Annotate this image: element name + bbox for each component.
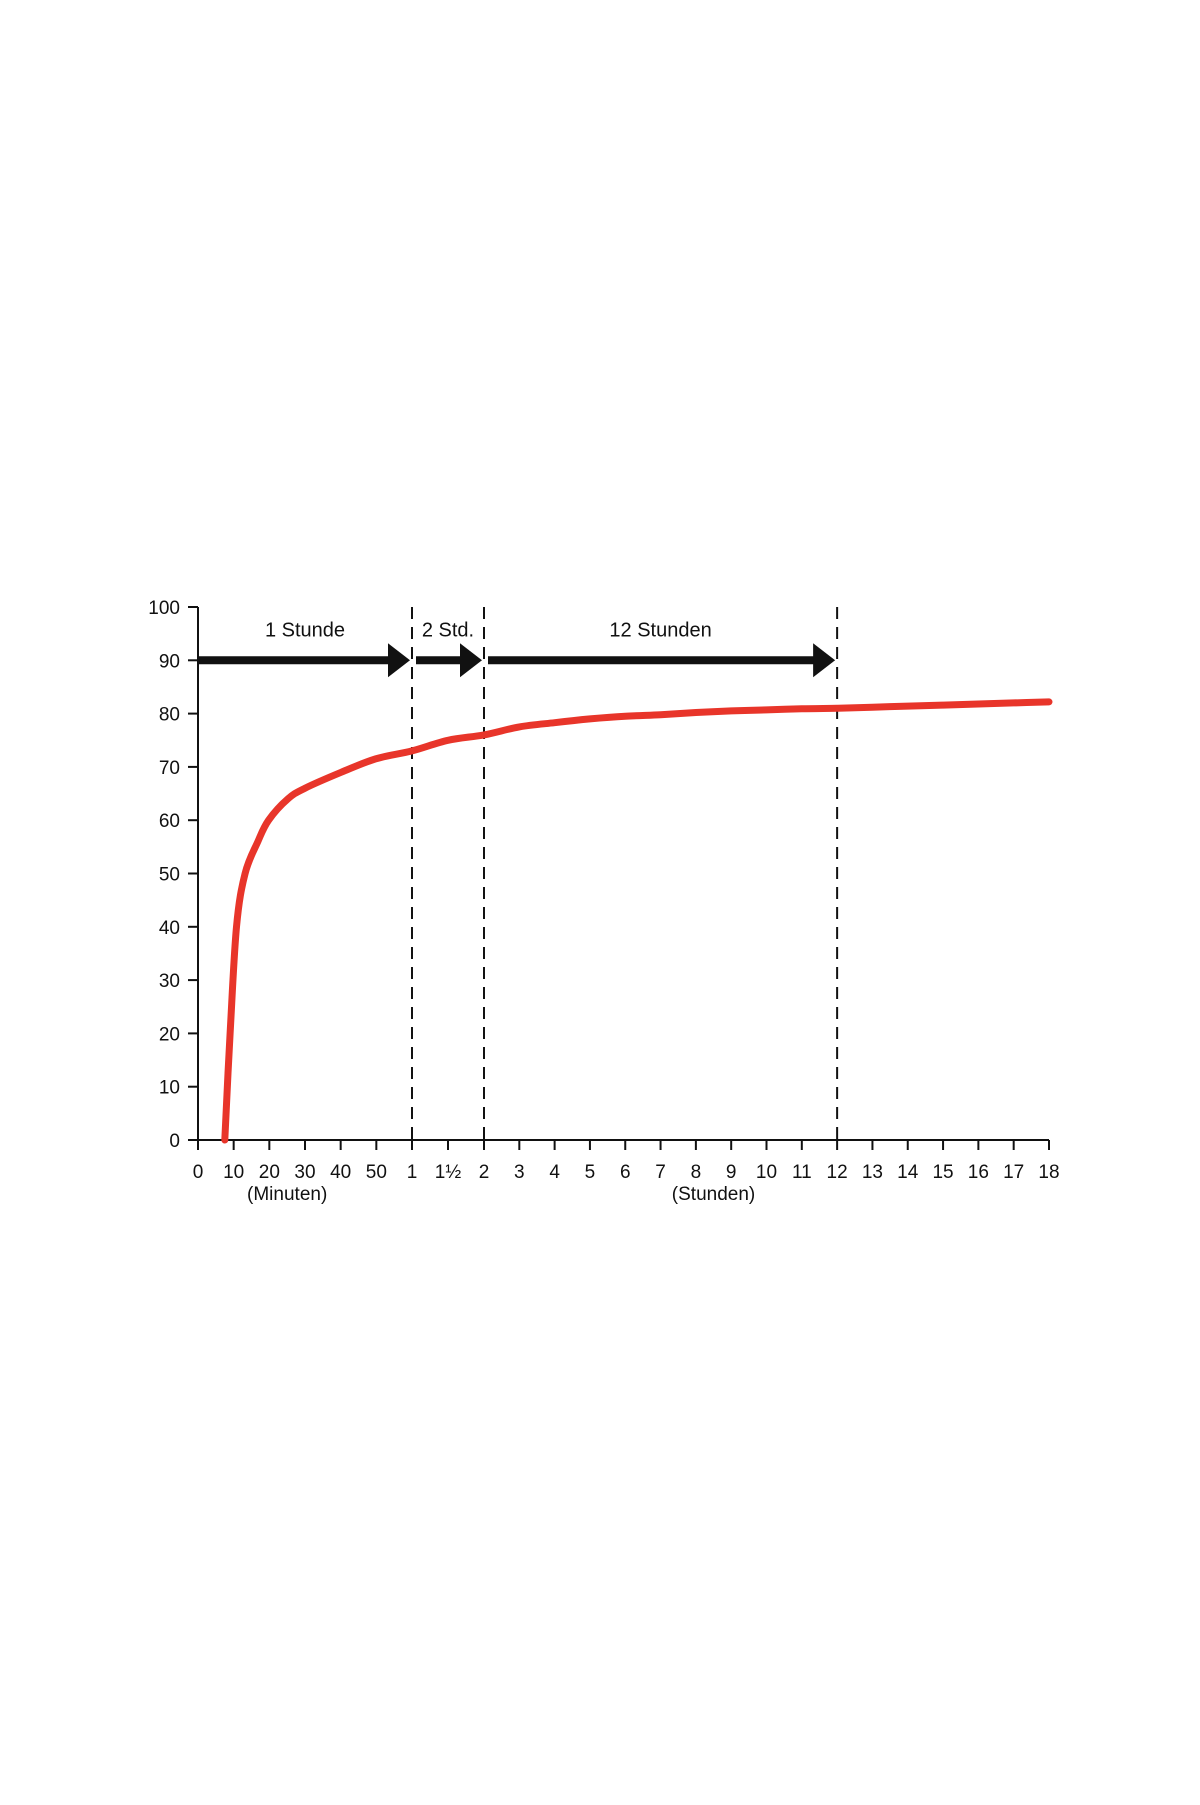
- x-tick-label-hours: 14: [897, 1162, 919, 1183]
- x-tick-label-hours: 12: [827, 1162, 848, 1183]
- y-tick-label: 60: [159, 811, 180, 832]
- y-tick-label: 20: [159, 1024, 180, 1045]
- y-tick-label: 50: [159, 865, 180, 886]
- segment-layer: 1 Stunde 2 Std. 12 Stunden: [198, 619, 836, 678]
- x-tick-label-hours: 7: [655, 1162, 666, 1183]
- y-tick-label: 90: [159, 651, 180, 672]
- x-tick-label-minutes: 20: [259, 1162, 280, 1183]
- series-line: [221, 698, 1053, 1144]
- divider-layer: [411, 607, 839, 1140]
- x-tick-label-hours: 4: [549, 1162, 560, 1183]
- x-tick-label-hours: 15: [932, 1162, 953, 1183]
- x-tick-label-hours: 6: [620, 1162, 631, 1183]
- y-tick-label: 70: [159, 758, 180, 779]
- x-axis-caption-hours: (Stunden): [672, 1184, 755, 1205]
- x-tick-label-hours: 2: [479, 1162, 490, 1183]
- x-tick-label-hours: 8: [691, 1162, 702, 1183]
- y-tick-label: 100: [148, 598, 180, 619]
- x-axis-caption-minutes: (Minuten): [247, 1184, 327, 1205]
- axes-layer: 0 10 20 30 40 50 60 70 80 90 100 0 10 20 30 40 50 1 1½ 2 3 4 5…: [148, 598, 1059, 1205]
- x-tick-label-hours: 5: [585, 1162, 596, 1183]
- x-tick-label-hours: 9: [726, 1162, 737, 1183]
- segment-arrowhead: [460, 643, 482, 678]
- x-tick-label-minutes: 30: [294, 1162, 315, 1183]
- x-tick-label-hours: 3: [514, 1162, 525, 1183]
- x-tick-label-minutes: 10: [223, 1162, 244, 1183]
- y-tick-label: 0: [169, 1131, 180, 1152]
- segment-arrowhead: [813, 643, 836, 678]
- curve-layer: [221, 698, 1053, 1144]
- segment-label: 1 Stunde: [265, 619, 345, 641]
- x-tick-label-hours: 18: [1038, 1162, 1059, 1183]
- x-tick-label-hours: 17: [1003, 1162, 1024, 1183]
- x-tick-label-minutes: 0: [193, 1162, 204, 1183]
- x-tick-label-hours: 10: [756, 1162, 777, 1183]
- x-tick-label-hours: 1: [407, 1162, 418, 1183]
- y-tick-label: 10: [159, 1078, 180, 1099]
- y-tick-label: 40: [159, 918, 180, 939]
- x-tick-label-minutes: 50: [366, 1162, 387, 1183]
- segment-arrowhead: [388, 643, 410, 678]
- x-tick-label-hours: 13: [862, 1162, 883, 1183]
- x-tick-label-hours: 11: [792, 1162, 812, 1183]
- y-tick-label: 30: [159, 971, 180, 992]
- segment-label: 2 Std.: [422, 619, 474, 641]
- x-tick-label-hours: 1½: [435, 1162, 462, 1183]
- x-tick-label-hours: 16: [968, 1162, 989, 1183]
- segment-label: 12 Stunden: [609, 619, 711, 641]
- x-tick-label-minutes: 40: [330, 1162, 351, 1183]
- y-tick-label: 80: [159, 705, 180, 726]
